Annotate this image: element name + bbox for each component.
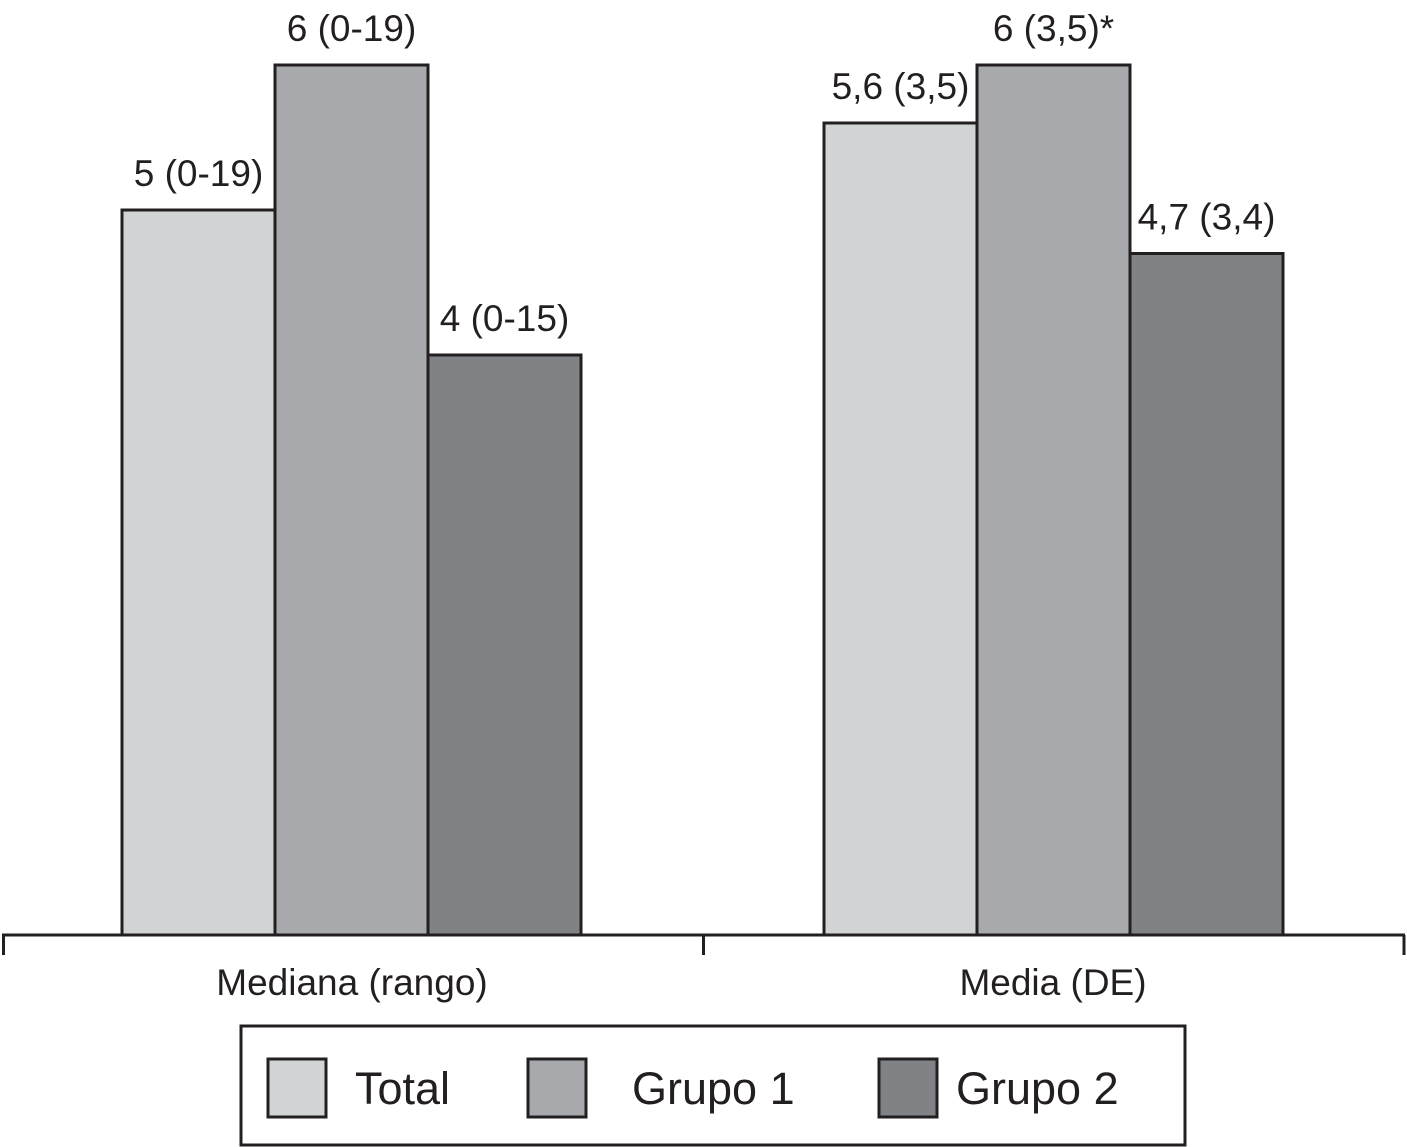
legend-label-grupo-2: Grupo 2 (956, 1063, 1119, 1114)
x-axis (2, 933, 1406, 955)
bar-media-de-grupo-1 (975, 63, 1132, 937)
category-label-media-de: Media (DE) (959, 962, 1146, 1003)
bar-labels-group: 5 (0-19) 6 (0-19) 4 (0-15) 5,6 (3,5) 6 (3,5)… (134, 8, 1276, 339)
legend-label-total: Total (355, 1063, 450, 1114)
category-label-mediana-rango: Mediana (rango) (216, 962, 487, 1003)
bar-media-de-total (822, 121, 979, 937)
bar-media-de-grupo-2 (1128, 252, 1285, 937)
bar-mediana-rango-grupo-2 (426, 353, 583, 937)
legend: Total Grupo 1 Grupo 2 (239, 1024, 1187, 1147)
data-label-media-de-total: 5,6 (3,5) (832, 66, 970, 107)
data-label-mediana-rango-grupo-1: 6 (0-19) (287, 8, 417, 49)
data-label-mediana-rango-grupo-2: 4 (0-15) (440, 298, 570, 339)
legend-label-grupo-1: Grupo 1 (632, 1063, 795, 1114)
legend-swatch-grupo-1 (526, 1057, 588, 1119)
legend-swatch-grupo-2 (877, 1057, 939, 1119)
bar-mediana-rango-total (120, 208, 277, 937)
category-labels-group: Mediana (rango) Media (DE) (216, 962, 1146, 1003)
bars-group (120, 63, 1285, 937)
legend-swatch-total (266, 1057, 328, 1119)
bar-mediana-rango-grupo-1 (273, 63, 430, 937)
data-label-media-de-grupo-2: 4,7 (3,4) (1138, 197, 1276, 238)
legend-box (239, 1024, 1187, 1147)
data-label-media-de-grupo-1: 6 (3,5)* (993, 8, 1114, 49)
data-label-mediana-rango-total: 5 (0-19) (134, 153, 264, 194)
